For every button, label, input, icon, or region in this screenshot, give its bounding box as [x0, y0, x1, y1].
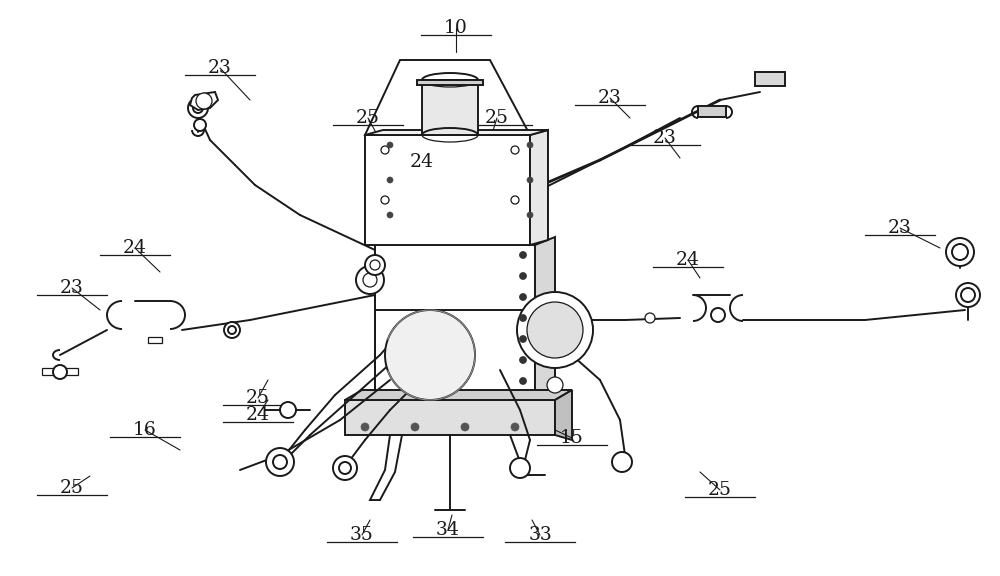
Circle shape	[280, 402, 296, 418]
Circle shape	[527, 212, 533, 218]
Polygon shape	[555, 390, 572, 440]
Text: 24: 24	[123, 239, 147, 257]
Circle shape	[266, 448, 294, 476]
Circle shape	[946, 238, 974, 266]
Text: 24: 24	[410, 153, 434, 171]
Circle shape	[387, 142, 393, 148]
Circle shape	[645, 313, 655, 323]
Circle shape	[53, 365, 67, 379]
Circle shape	[711, 308, 725, 322]
Circle shape	[527, 302, 583, 358]
Text: 33: 33	[528, 526, 552, 544]
Circle shape	[461, 423, 469, 431]
Text: 34: 34	[436, 521, 460, 539]
Bar	[375, 245, 535, 400]
Text: 24: 24	[676, 251, 700, 269]
Circle shape	[520, 335, 526, 343]
Circle shape	[527, 177, 533, 183]
Text: 15: 15	[560, 429, 584, 447]
Bar	[345, 400, 555, 435]
Circle shape	[547, 377, 563, 393]
Text: 23: 23	[60, 279, 84, 297]
Circle shape	[511, 146, 519, 154]
Circle shape	[381, 146, 389, 154]
Circle shape	[356, 266, 384, 294]
Circle shape	[370, 260, 380, 270]
Text: 23: 23	[653, 129, 677, 147]
Polygon shape	[365, 130, 548, 135]
Bar	[417, 80, 483, 85]
Polygon shape	[345, 390, 572, 400]
Text: 25: 25	[60, 479, 84, 497]
Circle shape	[520, 357, 526, 363]
Circle shape	[339, 462, 351, 474]
Circle shape	[520, 294, 526, 301]
Circle shape	[196, 93, 212, 109]
Text: 25: 25	[708, 481, 732, 499]
Polygon shape	[535, 237, 555, 405]
Circle shape	[520, 377, 526, 385]
Circle shape	[188, 98, 208, 118]
Circle shape	[511, 423, 519, 431]
Circle shape	[520, 314, 526, 321]
Circle shape	[952, 244, 968, 260]
Circle shape	[194, 119, 206, 131]
Bar	[365, 135, 530, 245]
Circle shape	[385, 310, 475, 400]
Circle shape	[961, 288, 975, 302]
Text: 16: 16	[133, 421, 157, 439]
Text: 25: 25	[246, 389, 270, 407]
Bar	[422, 80, 478, 135]
Polygon shape	[365, 60, 530, 135]
Circle shape	[224, 322, 240, 338]
Circle shape	[193, 103, 203, 113]
Text: 25: 25	[356, 109, 380, 127]
Polygon shape	[190, 92, 218, 110]
Circle shape	[361, 423, 369, 431]
Circle shape	[273, 455, 287, 469]
Circle shape	[612, 452, 632, 472]
Circle shape	[387, 177, 393, 183]
Circle shape	[381, 196, 389, 204]
Circle shape	[517, 292, 593, 368]
Polygon shape	[530, 130, 548, 245]
Text: 35: 35	[350, 526, 374, 544]
Polygon shape	[42, 368, 78, 375]
Bar	[755, 72, 785, 86]
Circle shape	[520, 272, 526, 279]
Polygon shape	[370, 435, 402, 500]
Text: 23: 23	[888, 219, 912, 237]
Bar	[698, 106, 726, 117]
Text: 10: 10	[444, 19, 468, 37]
Circle shape	[510, 458, 530, 478]
Text: 23: 23	[598, 89, 622, 107]
Circle shape	[527, 142, 533, 148]
Circle shape	[363, 273, 377, 287]
Circle shape	[956, 283, 980, 307]
Circle shape	[228, 326, 236, 334]
Circle shape	[511, 196, 519, 204]
Circle shape	[333, 456, 357, 480]
Text: 23: 23	[208, 59, 232, 77]
Polygon shape	[148, 337, 162, 343]
Circle shape	[387, 212, 393, 218]
Circle shape	[411, 423, 419, 431]
Circle shape	[520, 252, 526, 259]
Text: 25: 25	[485, 109, 509, 127]
Text: 24: 24	[246, 406, 270, 424]
Circle shape	[365, 255, 385, 275]
